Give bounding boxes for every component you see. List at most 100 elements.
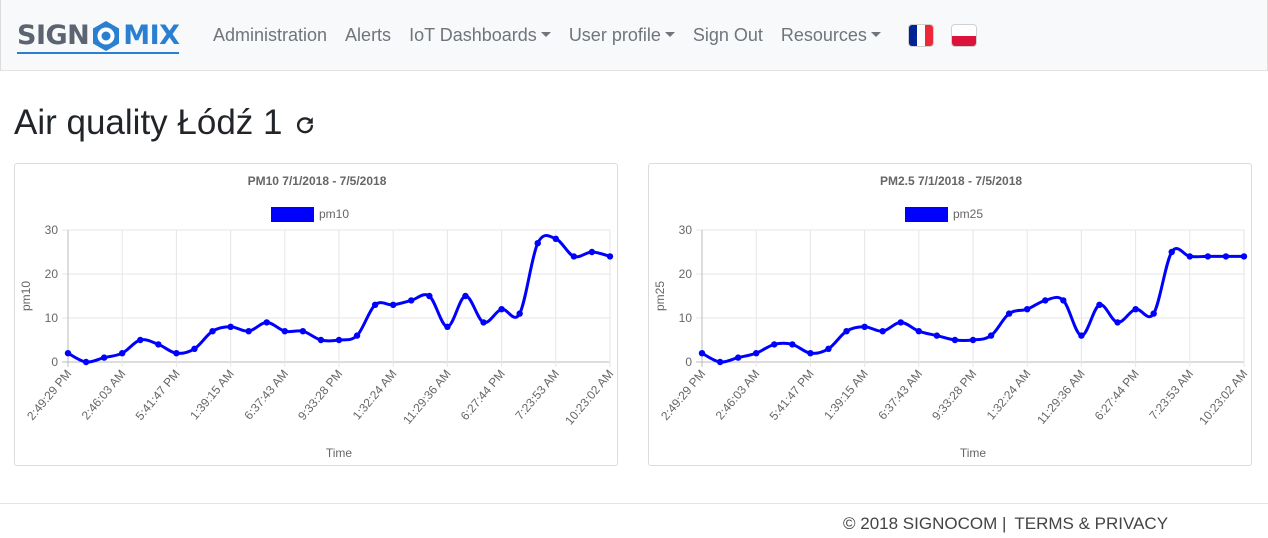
page-title-text: Air quality Łódź 1 bbox=[14, 103, 283, 142]
data-point bbox=[498, 306, 505, 313]
nav-user-profile[interactable]: User profile bbox=[560, 0, 684, 71]
data-point bbox=[552, 235, 559, 242]
data-point bbox=[408, 297, 415, 304]
data-point bbox=[209, 328, 216, 335]
data-point bbox=[1042, 297, 1049, 304]
data-point bbox=[245, 328, 252, 335]
gear-icon bbox=[93, 21, 120, 51]
refresh-icon[interactable] bbox=[294, 114, 316, 136]
data-point bbox=[1114, 319, 1121, 326]
y-tick-label: 20 bbox=[679, 267, 693, 281]
x-tick-label: 1:39:15 AM bbox=[821, 367, 871, 423]
data-point bbox=[353, 332, 361, 339]
footer: © 2018 SIGNOCOM | TERMS & PRIVACY bbox=[843, 514, 1168, 534]
data-point bbox=[1078, 332, 1085, 339]
page-title: Air quality Łódź 1 bbox=[14, 101, 316, 145]
data-point bbox=[1005, 310, 1013, 317]
y-tick-label: 10 bbox=[679, 311, 693, 325]
data-point bbox=[335, 336, 343, 344]
data-point bbox=[570, 253, 578, 260]
data-point bbox=[64, 350, 72, 357]
caret-down-icon bbox=[664, 32, 675, 37]
nav-iot-dashboards-label: IoT Dashboards bbox=[409, 25, 537, 45]
footer-divider bbox=[0, 503, 1268, 504]
x-tick-label: 6:27:44 PM bbox=[1092, 367, 1142, 423]
data-point bbox=[444, 323, 451, 330]
data-point bbox=[1168, 248, 1175, 256]
data-point bbox=[588, 248, 596, 256]
x-tick-label: 6:27:44 PM bbox=[458, 367, 508, 423]
data-point bbox=[734, 354, 742, 361]
nav-alerts-label: Alerts bbox=[345, 25, 392, 45]
data-point bbox=[1132, 306, 1139, 313]
data-point bbox=[191, 345, 198, 352]
brand-text-right: MIX bbox=[123, 20, 180, 51]
data-point bbox=[1024, 306, 1031, 313]
x-tick-label: 10:23:02 AM bbox=[562, 367, 616, 428]
data-point bbox=[861, 323, 868, 330]
x-tick-label: 11:29:36 AM bbox=[400, 367, 453, 427]
data-point bbox=[137, 336, 144, 344]
data-point bbox=[100, 354, 108, 361]
data-point bbox=[933, 332, 941, 339]
data-point bbox=[716, 358, 724, 366]
nav-resources[interactable]: Resources bbox=[772, 0, 890, 71]
data-point bbox=[1240, 253, 1248, 260]
data-point bbox=[969, 336, 977, 344]
legend-swatch bbox=[271, 207, 314, 222]
data-point bbox=[317, 336, 325, 344]
data-point bbox=[1060, 297, 1067, 304]
x-tick-label: 7:23:53 AM bbox=[512, 367, 562, 423]
chart-pm25: PM2.5 7/1/2018 - 7/5/2018 pm25 0 10 20 30 2:49… bbox=[653, 174, 1250, 460]
x-tick-label: 5:41:47 PM bbox=[133, 367, 183, 423]
data-point bbox=[1204, 253, 1212, 260]
x-tick-label: 1:39:15 AM bbox=[187, 367, 237, 423]
nav-sign-out[interactable]: Sign Out bbox=[684, 0, 772, 71]
x-tick-label: 11:29:36 AM bbox=[1034, 367, 1087, 427]
nav-iot-dashboards[interactable]: IoT Dashboards bbox=[400, 0, 560, 71]
data-point bbox=[1222, 253, 1230, 260]
data-point bbox=[915, 328, 922, 335]
chart-card-pm25: PM2.5 7/1/2018 - 7/5/2018 pm25 0 10 20 30 2:49… bbox=[648, 163, 1252, 466]
data-point bbox=[119, 350, 126, 357]
nav-alerts[interactable]: Alerts bbox=[336, 0, 400, 71]
data-point bbox=[227, 323, 234, 330]
chart-title: PM10 7/1/2018 - 7/5/2018 bbox=[248, 174, 387, 188]
nav-administration[interactable]: Administration bbox=[204, 0, 336, 71]
footer-copyright: © 2018 SIGNOCOM | bbox=[843, 514, 1007, 533]
y-tick-label: 30 bbox=[679, 223, 693, 237]
data-point bbox=[1186, 253, 1193, 260]
nav-resources-label: Resources bbox=[780, 25, 867, 45]
y-axis-title: pm25 bbox=[653, 281, 667, 311]
flag-pl-icon[interactable] bbox=[951, 25, 976, 46]
caret-down-icon bbox=[540, 32, 551, 37]
y-tick-label: 30 bbox=[45, 223, 59, 237]
data-point bbox=[753, 350, 760, 357]
data-point bbox=[426, 292, 433, 300]
data-point bbox=[516, 310, 523, 317]
data-point bbox=[771, 341, 778, 348]
x-tick-label: 2:49:29 PM bbox=[24, 367, 74, 423]
brand-logo[interactable]: SIGN MIX bbox=[17, 18, 180, 54]
chart-title: PM2.5 7/1/2018 - 7/5/2018 bbox=[880, 174, 1022, 188]
data-point bbox=[879, 328, 886, 335]
main-nav: Administration Alerts IoT Dashboards Use… bbox=[204, 0, 976, 71]
x-tick-label: 6:37:43 AM bbox=[241, 367, 291, 423]
x-tick-label: 2:49:29 PM bbox=[658, 367, 708, 423]
data-point bbox=[807, 350, 814, 357]
data-point bbox=[480, 319, 487, 326]
nav-administration-label: Administration bbox=[213, 25, 328, 45]
x-tick-label: 5:41:47 PM bbox=[767, 367, 817, 423]
legend-label: pm10 bbox=[319, 207, 349, 221]
chart-pm10: PM10 7/1/2018 - 7/5/2018 pm10 0 10 20 30 2:49:… bbox=[19, 174, 616, 460]
data-point bbox=[82, 358, 90, 366]
legend-label: pm25 bbox=[953, 207, 983, 221]
data-point bbox=[1150, 310, 1157, 317]
data-point bbox=[462, 292, 469, 300]
data-point bbox=[1096, 301, 1103, 308]
nav-sign-out-label: Sign Out bbox=[692, 25, 763, 45]
flag-fr-icon[interactable] bbox=[908, 25, 933, 46]
terms-privacy-link[interactable]: TERMS & PRIVACY bbox=[1014, 514, 1169, 533]
legend-swatch bbox=[905, 207, 948, 222]
data-point bbox=[299, 328, 307, 335]
